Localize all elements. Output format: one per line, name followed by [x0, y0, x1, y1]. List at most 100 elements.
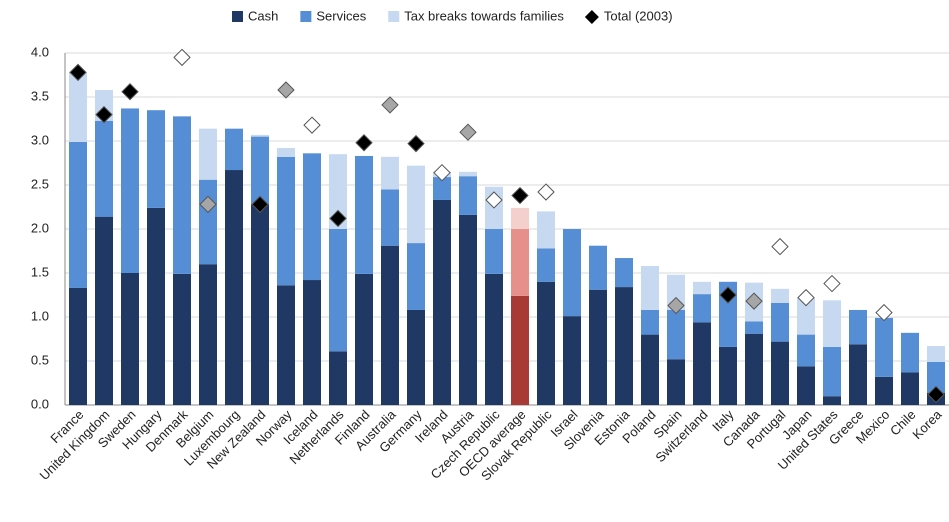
bar-segment	[511, 207, 529, 229]
bar-segment	[849, 344, 867, 405]
bar-segment	[381, 189, 399, 246]
bar-segment	[823, 396, 841, 405]
total-marker	[485, 191, 503, 209]
total-marker	[251, 195, 269, 214]
bar-segment	[511, 295, 529, 405]
bar-segment	[537, 211, 555, 249]
bar-segment	[303, 153, 321, 281]
bar-segment	[147, 110, 165, 208]
bar-segment	[225, 128, 243, 171]
bar-segment	[251, 204, 269, 405]
total-marker	[745, 292, 763, 310]
bar-segment	[771, 288, 789, 303]
bar-segment	[901, 332, 919, 373]
bar-segment	[277, 156, 295, 286]
bar-segment	[537, 248, 555, 282]
bar-segment	[771, 341, 789, 405]
bar-segment	[641, 265, 659, 310]
bar-segment	[771, 302, 789, 342]
bar-segment	[433, 177, 451, 200]
bar-segment	[381, 156, 399, 190]
bar-segment	[355, 155, 373, 274]
y-tick-label: 3.0	[31, 132, 49, 147]
bar-segment	[433, 199, 451, 405]
bar-segment	[95, 216, 113, 405]
bar-segment	[147, 207, 165, 405]
bar-segment	[355, 273, 373, 405]
bar-segment	[407, 309, 425, 405]
bar-segment	[459, 176, 477, 215]
total-marker	[355, 134, 373, 152]
y-tick-label: 4.0	[31, 44, 49, 59]
bar-segment	[173, 273, 191, 405]
total-marker	[823, 274, 841, 293]
bar-segment	[641, 334, 659, 405]
bar-segment	[693, 294, 711, 323]
bar-segment	[329, 154, 347, 229]
total-marker	[303, 116, 321, 134]
bar-segment	[797, 334, 815, 367]
bar-segment	[745, 333, 763, 405]
bar-segment	[511, 229, 529, 296]
bar-segment	[69, 72, 87, 142]
bar-segment	[95, 120, 113, 217]
bar-segment	[615, 287, 633, 405]
bar-segment	[823, 300, 841, 347]
total-marker	[173, 48, 191, 67]
bar-segment	[225, 170, 243, 405]
legend-label: Cash	[248, 8, 278, 23]
bar-segment	[459, 171, 477, 177]
total-marker	[95, 105, 113, 124]
bar-segment	[927, 361, 945, 393]
total-marker	[667, 296, 685, 315]
total-marker	[511, 186, 529, 205]
bar-segment	[667, 359, 685, 405]
bar-segment	[875, 317, 893, 377]
y-tick-label: 0.5	[31, 352, 49, 367]
total-marker	[329, 209, 347, 228]
bar-segment	[927, 346, 945, 362]
bar-segment	[797, 366, 815, 405]
bar-segment	[719, 346, 737, 405]
y-tick-label: 2.0	[31, 220, 49, 235]
bar-segment	[693, 322, 711, 405]
total-marker	[199, 195, 217, 214]
bar-segment	[667, 309, 685, 360]
bar-segment	[277, 148, 295, 157]
bar-segment	[745, 321, 763, 334]
y-tick-label: 3.5	[31, 88, 49, 103]
x-tick-label: Korea	[909, 406, 945, 442]
total-marker	[537, 183, 555, 201]
total-marker	[407, 134, 425, 153]
bar-segment	[199, 264, 217, 405]
bar-segment	[199, 179, 217, 265]
y-tick-label: 1.0	[31, 308, 49, 323]
total-marker	[719, 286, 737, 304]
bar-segment	[407, 243, 425, 310]
bar-segment	[485, 229, 503, 274]
bar-segment	[329, 229, 347, 352]
bar-segment	[823, 346, 841, 397]
bar-segment	[485, 273, 503, 405]
bar-segment	[459, 214, 477, 405]
total-marker	[459, 123, 477, 141]
bar-segment	[797, 297, 815, 335]
legend-label: Tax breaks towards families	[404, 8, 564, 23]
bar-segment	[199, 128, 217, 180]
bar-segment	[381, 245, 399, 405]
bar-segment	[563, 316, 581, 405]
legend-label: Services	[316, 8, 366, 23]
total-marker	[927, 385, 945, 404]
bar-segment	[901, 372, 919, 405]
bar-segment	[589, 289, 607, 405]
total-marker	[121, 83, 139, 101]
bar-segment	[121, 108, 139, 273]
total-marker	[433, 163, 451, 182]
bar-segment	[121, 273, 139, 405]
bar-segment	[589, 245, 607, 290]
bar-segment	[693, 281, 711, 295]
bar-segment	[303, 280, 321, 405]
legend-marker	[584, 10, 599, 24]
legend-swatch	[300, 11, 312, 22]
